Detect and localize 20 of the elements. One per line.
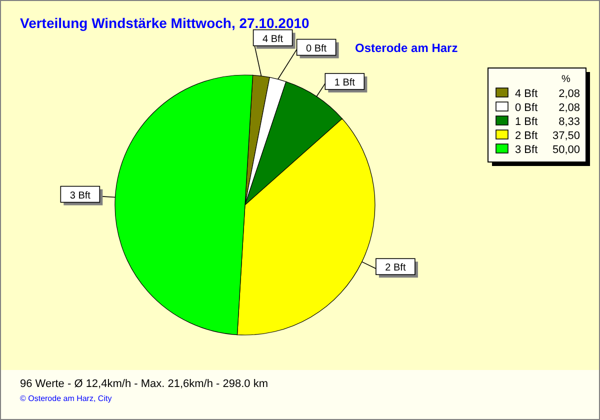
text: Osterode am Harz: [355, 41, 458, 55]
slice-label: 0 Bft: [306, 43, 327, 54]
legend-label: 4 Bft: [515, 88, 538, 100]
legend-title: %: [562, 74, 571, 85]
legend-label: 2 Bft: [515, 130, 538, 142]
slice-label: 4 Bft: [262, 34, 284, 45]
data-label: 2,08: [558, 102, 580, 114]
text: 96 Werte - Ø 12,4km/h - Max. 21,6km/h - 298.0 km: [20, 378, 268, 390]
slice-label: 3 Bft: [70, 190, 91, 202]
chart-title: Verteilung Windstärke Mittwoch, 27.10.2010: [20, 15, 310, 31]
slice-label: 2 Bft: [385, 262, 406, 274]
legend-label: 0 Bft: [515, 102, 538, 114]
data-label: 2,08: [558, 88, 580, 100]
data-label: 8,33: [558, 116, 580, 128]
slice-label: 1 Bft: [334, 77, 356, 88]
data-label: 50,00: [552, 144, 580, 156]
text: © Osterode am Harz, City: [20, 394, 112, 403]
legend-label: 3 Bft: [515, 144, 538, 156]
legend-label: 1 Bft: [515, 116, 538, 128]
data-label: 37,50: [552, 130, 580, 142]
